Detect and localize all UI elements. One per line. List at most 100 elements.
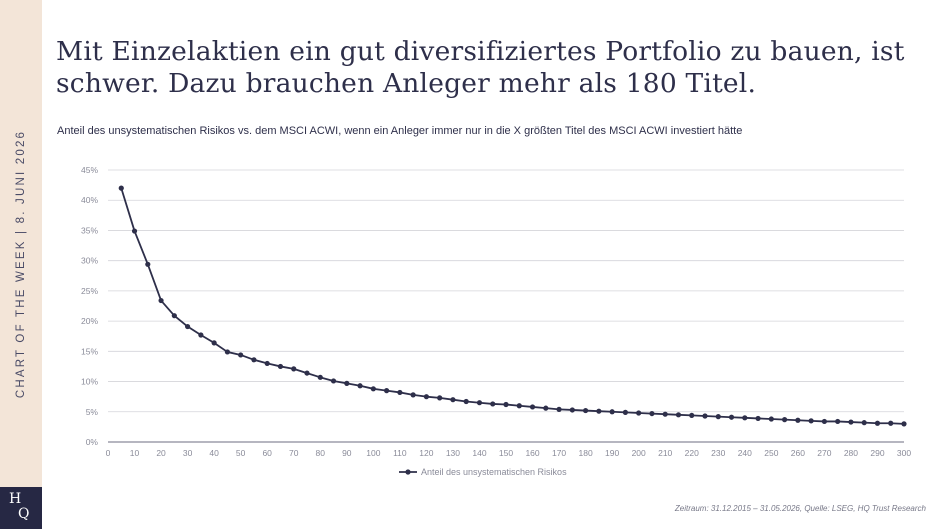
data-point [304, 370, 310, 376]
data-point [198, 332, 204, 338]
x-tick-label: 180 [579, 448, 593, 458]
data-point [423, 394, 429, 400]
x-tick-label: 60 [262, 448, 272, 458]
data-point [330, 378, 337, 384]
data-point [728, 414, 735, 420]
data-point [622, 409, 629, 415]
data-point [437, 395, 443, 401]
chart-legend: Anteil des unsystematischen Risikos [399, 467, 567, 477]
y-tick-label: 15% [81, 346, 98, 356]
y-tick-label: 0% [86, 437, 99, 447]
x-tick-label: 30 [183, 448, 193, 458]
data-point [808, 418, 814, 424]
data-point [596, 408, 602, 414]
x-tick-label: 280 [844, 448, 858, 458]
data-point [755, 415, 761, 422]
x-tick-label: 110 [393, 448, 407, 458]
data-point [821, 418, 828, 425]
data-point [675, 412, 682, 418]
data-point [344, 380, 350, 386]
y-axis-ticks: 0% 5% 10% 15% 20% 25% 30% 35% 40% 45% [81, 165, 98, 447]
sidebar: CHART OF THE WEEK | 8. JUNI 2026 [0, 0, 42, 529]
x-tick-label: 40 [209, 448, 219, 458]
x-tick-label: 100 [366, 448, 380, 458]
data-point [317, 374, 323, 380]
data-point [543, 405, 549, 411]
data-point [118, 185, 124, 191]
data-point [384, 388, 390, 394]
x-tick-label: 250 [764, 448, 778, 458]
data-point [529, 404, 536, 410]
series-line [120, 187, 905, 425]
data-point [768, 416, 774, 422]
x-tick-label: 130 [446, 448, 460, 458]
data-point [636, 410, 642, 416]
data-point [145, 261, 151, 267]
data-point [131, 228, 138, 234]
x-tick-label: 210 [658, 448, 672, 458]
hq-trust-logo: H Q [0, 487, 42, 529]
source-footnote: Zeitraum: 31.12.2015 – 31.05.2026, Quell… [674, 504, 926, 513]
y-tick-label: 40% [81, 195, 98, 205]
data-point [901, 421, 907, 427]
x-tick-label: 50 [236, 448, 246, 458]
y-tick-label: 25% [81, 286, 98, 296]
y-tick-label: 5% [86, 407, 99, 417]
x-tick-label: 290 [870, 448, 884, 458]
data-point [264, 360, 270, 367]
data-point [450, 397, 456, 403]
x-tick-label: 200 [632, 448, 646, 458]
x-tick-label: 90 [342, 448, 352, 458]
data-point [490, 401, 496, 407]
data-point [835, 418, 841, 425]
data-point [410, 392, 416, 398]
x-tick-label: 170 [552, 448, 566, 458]
chart-series [118, 185, 907, 427]
data-point [211, 340, 217, 346]
data-point [874, 420, 881, 426]
data-point [277, 363, 284, 370]
logo-letter-h: H [9, 491, 22, 507]
x-tick-label: 80 [316, 448, 326, 458]
x-tick-label: 0 [106, 448, 111, 458]
chart-subtitle: Anteil des unsystematischen Risikos vs. … [57, 125, 743, 137]
y-tick-label: 20% [81, 316, 98, 326]
x-tick-label: 140 [472, 448, 486, 458]
y-tick-label: 30% [81, 256, 98, 266]
x-tick-label: 220 [685, 448, 699, 458]
x-tick-label: 20 [156, 448, 166, 458]
x-tick-label: 70 [289, 448, 299, 458]
x-tick-label: 190 [605, 448, 619, 458]
data-point [463, 398, 469, 405]
y-tick-label: 45% [81, 165, 98, 175]
data-point [742, 415, 748, 421]
logo-letter-q: Q [18, 506, 30, 522]
data-point [251, 357, 257, 363]
data-point [689, 412, 695, 419]
page-title: Mit Einzelaktien ein gut diversifizierte… [56, 36, 905, 99]
data-point [185, 323, 191, 330]
y-tick-label: 35% [81, 225, 98, 235]
x-axis-ticks: 0 10 20 30 40 50 60 70 80 90 100 110 120 130 140 150 160… [106, 448, 912, 458]
data-point [556, 406, 562, 412]
data-point [715, 414, 721, 420]
data-point [476, 400, 483, 406]
legend-point-marker [405, 469, 411, 475]
x-tick-label: 230 [711, 448, 725, 458]
x-tick-label: 300 [897, 448, 911, 458]
data-point [516, 403, 522, 409]
legend-entry-label: Anteil des unsystematischen Risikos [421, 467, 567, 477]
data-point [861, 420, 867, 426]
y-tick-label: 10% [81, 377, 98, 387]
data-point [357, 383, 363, 389]
data-point [158, 297, 164, 304]
data-point [224, 349, 230, 355]
data-point [370, 386, 376, 392]
data-point [609, 409, 615, 415]
data-point [583, 407, 589, 414]
data-point [848, 419, 854, 425]
data-point [795, 417, 801, 423]
x-tick-label: 270 [817, 448, 831, 458]
data-point [649, 410, 655, 417]
